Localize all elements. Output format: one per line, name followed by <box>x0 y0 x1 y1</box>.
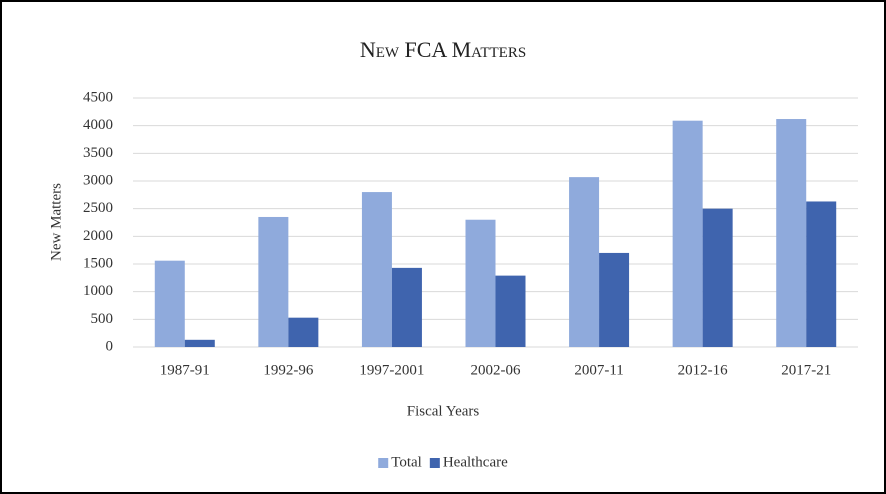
y-tick-label: 4000 <box>83 117 113 133</box>
bar <box>495 275 526 347</box>
legend-label: Healthcare <box>443 454 508 470</box>
bar <box>806 201 837 347</box>
legend-swatch <box>429 458 440 468</box>
y-tick-label: 3000 <box>83 172 113 188</box>
legend-swatch <box>378 458 389 468</box>
x-tick-label: 2017-21 <box>781 362 831 378</box>
x-tick-label: 2002-06 <box>471 362 521 378</box>
bar <box>154 260 185 347</box>
x-axis-label: Fiscal Years <box>407 403 480 419</box>
y-tick-label: 3500 <box>83 145 113 161</box>
y-tick-label: 500 <box>91 311 114 327</box>
bar <box>569 177 600 347</box>
y-tick-label: 2000 <box>83 228 113 244</box>
y-tick-label: 2500 <box>83 200 113 216</box>
bar <box>672 120 703 347</box>
bar <box>288 317 319 347</box>
x-tick-label: 1997-2001 <box>359 362 424 378</box>
bar <box>184 339 215 347</box>
bar <box>776 119 807 347</box>
bar <box>465 219 496 347</box>
bar <box>258 216 289 347</box>
y-axis-label: New Matters <box>48 183 64 261</box>
y-tick-label: 1500 <box>83 255 113 271</box>
bar <box>702 208 733 347</box>
bar <box>599 252 630 347</box>
bar <box>361 192 392 347</box>
x-tick-label: 1992-96 <box>263 362 313 378</box>
bar <box>391 267 422 347</box>
legend-label: Total <box>391 454 422 470</box>
y-tick-label: 1000 <box>83 283 113 299</box>
y-tick-label: 4500 <box>83 89 113 105</box>
x-tick-label: 1987-91 <box>160 362 210 378</box>
x-tick-label: 2007-11 <box>574 362 623 378</box>
y-tick-label: 0 <box>106 338 114 354</box>
x-tick-label: 2012-16 <box>678 362 728 378</box>
chart-title: New FCA Matters <box>360 37 526 62</box>
